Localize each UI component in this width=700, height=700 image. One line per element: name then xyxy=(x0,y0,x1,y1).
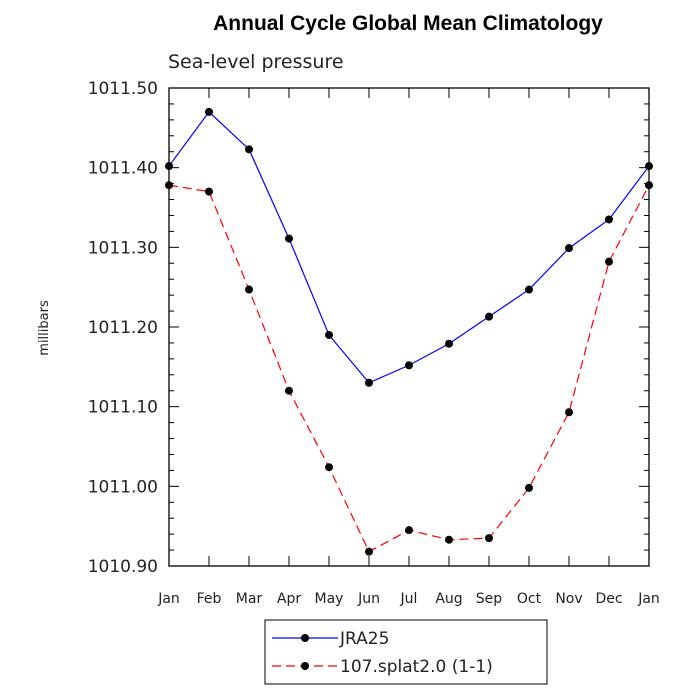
axis-ticks xyxy=(168,87,650,567)
y-tick-label: 1011.50 xyxy=(88,79,158,99)
data-point xyxy=(325,330,333,339)
data-point xyxy=(445,535,453,544)
x-tick-label: Jan xyxy=(637,591,660,607)
data-point xyxy=(205,107,213,116)
legend-label: 107.splat2.0 (1-1) xyxy=(340,657,493,677)
legend-marker xyxy=(301,634,309,642)
data-point xyxy=(365,547,373,556)
legend-marker xyxy=(301,662,309,670)
data-point xyxy=(325,463,333,472)
x-tick-label: Jun xyxy=(357,591,380,607)
series-layer xyxy=(165,107,653,556)
data-point xyxy=(165,181,173,190)
y-tick-label: 1011.20 xyxy=(88,318,158,338)
data-point xyxy=(245,285,253,294)
y-tick-labels: 1010.90 1011.00 1011.10 1011.20 1011.30 1011.… xyxy=(88,79,158,577)
y-tick-label: 1011.40 xyxy=(88,159,158,179)
y-tick-label: 1011.10 xyxy=(88,398,158,418)
x-tick-label: Jan xyxy=(157,591,180,607)
x-tick-label: Nov xyxy=(555,591,582,607)
y-tick-label: 1011.00 xyxy=(88,477,158,497)
data-point xyxy=(525,483,533,492)
x-tick-label: May xyxy=(315,591,344,607)
data-point xyxy=(605,215,613,224)
x-tick-label: Feb xyxy=(197,591,222,607)
data-point xyxy=(645,162,653,171)
legend-box xyxy=(264,619,548,685)
y-tick-label: 1011.30 xyxy=(88,238,158,258)
chart-title: Annual Cycle Global Mean Climatology xyxy=(213,12,603,35)
data-point xyxy=(405,526,413,535)
x-tick-label: Mar xyxy=(236,591,263,607)
series-1 xyxy=(165,107,653,387)
data-point xyxy=(485,534,493,543)
series-line xyxy=(168,111,650,384)
x-tick-label: Jul xyxy=(400,591,418,607)
data-point xyxy=(605,257,613,266)
data-point xyxy=(565,244,573,253)
data-point xyxy=(565,408,573,417)
data-point xyxy=(205,187,213,196)
x-tick-label: Aug xyxy=(435,591,462,607)
legend: JRA25 107.splat2.0 (1-1) xyxy=(264,619,548,685)
data-point xyxy=(285,234,293,243)
series-2 xyxy=(165,181,653,556)
x-tick-label: Oct xyxy=(517,591,542,607)
plot-frame xyxy=(168,87,650,567)
x-tick-label: Sep xyxy=(476,591,503,607)
x-tick-label: Apr xyxy=(277,591,301,607)
legend-label: JRA25 xyxy=(339,629,389,649)
data-point xyxy=(405,361,413,370)
data-point xyxy=(245,145,253,154)
data-point xyxy=(365,378,373,387)
y-axis-label: millibars xyxy=(37,300,52,356)
y-tick-label: 1010.90 xyxy=(88,557,158,577)
x-tick-label: Dec xyxy=(595,591,622,607)
data-point xyxy=(445,339,453,348)
data-point xyxy=(285,386,293,395)
data-point xyxy=(645,181,653,190)
chart-subtitle: Sea-level pressure xyxy=(168,51,344,73)
data-point xyxy=(525,285,533,294)
data-point xyxy=(165,162,173,171)
data-point xyxy=(485,312,493,321)
x-tick-labels: Jan Feb Mar Apr May Jun Jul Aug Sep Oct Nov Dec Jan xyxy=(157,591,660,607)
